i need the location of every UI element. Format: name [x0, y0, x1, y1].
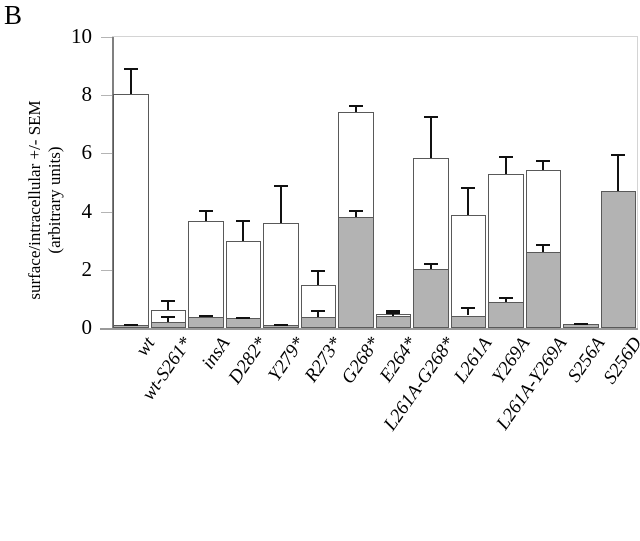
error-bar-stem	[317, 309, 320, 317]
error-bar-stem	[542, 243, 545, 252]
bar-intracellular	[450, 315, 486, 328]
bar-surface	[263, 222, 299, 328]
error-bar-cap	[311, 270, 326, 273]
x-axis-label: wt	[131, 333, 160, 361]
y-axis-title-line1: surface/intracellular +/- SEM	[25, 100, 44, 300]
bar-intracellular	[188, 317, 224, 328]
x-axis-label: L261A	[450, 333, 497, 387]
x-axis-label: Y279*	[264, 333, 310, 386]
error-bar-cap	[161, 300, 176, 303]
error-bar-stem	[392, 311, 395, 317]
error-bar-cap	[423, 262, 438, 265]
x-axis-label: G268*	[337, 333, 385, 388]
error-bar-cap	[423, 115, 438, 118]
x-axis-line	[100, 328, 638, 330]
error-bar-cap	[498, 155, 513, 158]
bar-intracellular	[488, 302, 524, 328]
y-axis-tick	[101, 153, 112, 155]
error-bar-stem	[129, 68, 132, 94]
error-bar-stem	[317, 270, 320, 285]
error-bar-stem	[467, 307, 470, 316]
error-bar-cap	[386, 311, 401, 314]
error-bar-cap	[198, 210, 213, 213]
error-bar-stem	[167, 300, 170, 310]
error-bar-stem	[467, 186, 470, 215]
error-bar-cap	[311, 309, 326, 312]
plot-top-gridline	[112, 36, 638, 37]
error-bar-cap	[273, 184, 288, 187]
x-axis-label: insA	[197, 333, 235, 374]
y-axis-tick-label: 0	[81, 315, 93, 339]
y-axis-tick-label: 10	[71, 24, 92, 48]
error-bar-cap	[536, 159, 551, 162]
bar-intracellular	[600, 190, 636, 328]
x-axis-label: R273*	[300, 333, 347, 387]
error-bar-cap	[123, 323, 138, 326]
error-bar-cap	[236, 316, 251, 319]
error-bar-stem	[354, 210, 357, 217]
x-axis-label: D282*	[224, 333, 272, 388]
bar-intracellular	[338, 216, 374, 328]
error-bar-stem	[204, 210, 207, 221]
error-bar-cap	[536, 243, 551, 246]
error-bar-stem	[504, 296, 507, 303]
error-bar-cap	[573, 322, 588, 325]
x-axis-tick-labels: wt wt-S261* insA D282* Y279* R273* G268* E264* L…	[0, 330, 640, 541]
error-bar-cap	[348, 104, 363, 107]
error-bar-stem	[542, 159, 545, 170]
y-axis-tick	[101, 37, 112, 38]
plot-right-border	[637, 37, 638, 329]
error-bar-stem	[429, 262, 432, 269]
y-axis-tick-label: 4	[81, 198, 93, 223]
y-axis-tick-label: 6	[81, 140, 93, 165]
error-bar-cap	[461, 186, 476, 189]
bar-surface	[188, 220, 224, 328]
bar-intracellular	[300, 316, 336, 328]
error-bar-cap	[236, 220, 251, 223]
bar-surface	[225, 241, 261, 328]
y-axis-tick	[101, 211, 112, 213]
y-axis-tick	[101, 328, 112, 329]
y-axis-tick	[101, 95, 112, 97]
error-bar-cap	[498, 296, 513, 299]
error-bar-cap	[611, 154, 626, 157]
error-bar-stem	[429, 115, 432, 159]
error-bar-cap	[198, 315, 213, 318]
plot-area	[112, 37, 637, 328]
error-bar-cap	[123, 68, 138, 71]
y-axis-tick	[101, 269, 112, 271]
bar-intracellular	[150, 321, 186, 328]
error-bar-cap	[161, 316, 176, 319]
error-bar-cap	[461, 307, 476, 310]
y-axis-tick-labels: 0 2 4 6 8 10	[46, 0, 92, 360]
error-bar-stem	[279, 184, 282, 223]
error-bar-stem	[242, 220, 245, 242]
error-bar-stem	[617, 154, 620, 191]
error-bar-stem	[504, 155, 507, 174]
bar-surface	[113, 93, 149, 328]
error-bar-cap	[348, 210, 363, 213]
panel-letter: B	[4, 0, 23, 30]
bar-intracellular	[225, 317, 261, 328]
error-bar-cap	[273, 324, 288, 327]
bar-intracellular	[413, 268, 449, 328]
bar-intracellular	[525, 251, 561, 328]
error-bar-stem	[167, 316, 170, 322]
y-axis-tick-label: 2	[81, 256, 93, 281]
error-bar-stem	[354, 104, 357, 113]
y-axis-tick-label: 8	[81, 82, 93, 107]
bar-intracellular	[375, 316, 411, 328]
error-bar-cap	[386, 309, 401, 312]
